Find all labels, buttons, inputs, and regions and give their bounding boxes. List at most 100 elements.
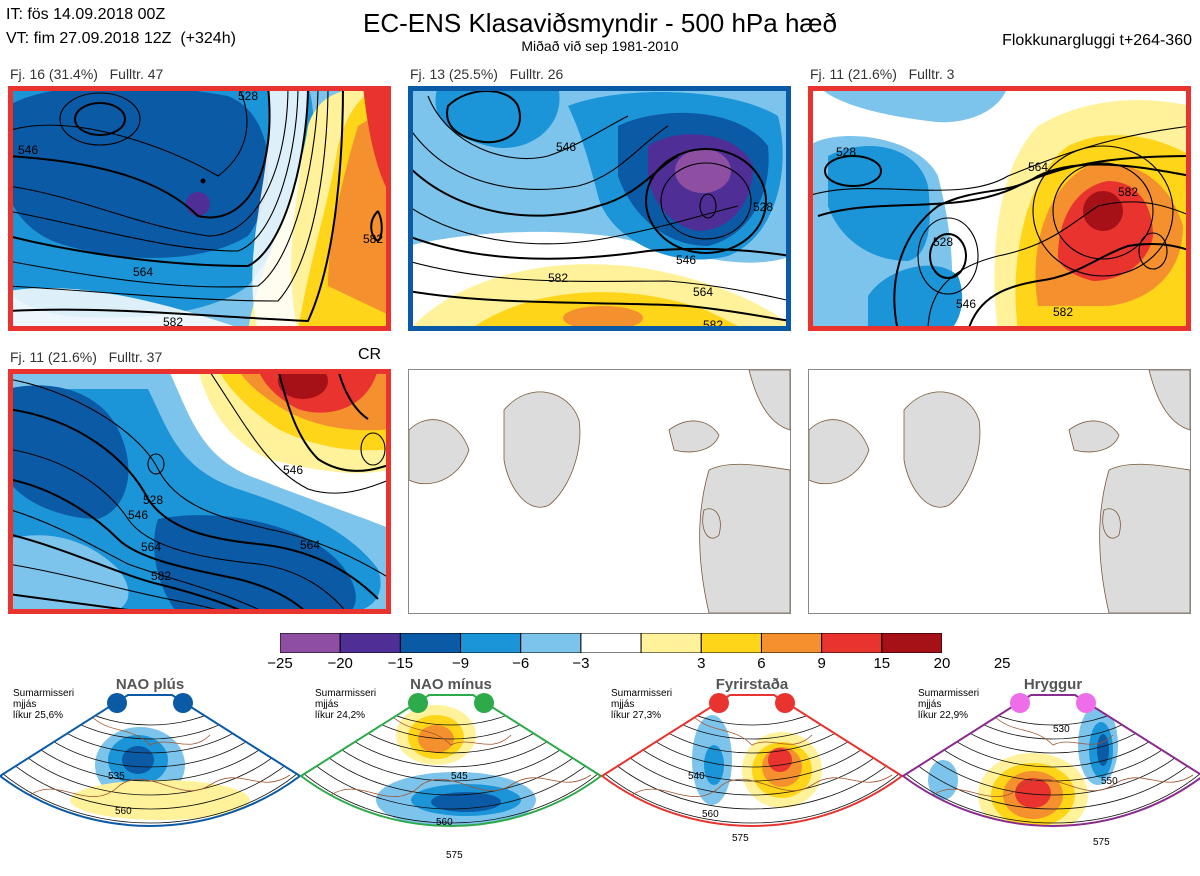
contour-label: 564: [1028, 160, 1048, 174]
colorbar-swatch: [339, 632, 401, 654]
regime-marker-dot: [1076, 693, 1096, 713]
contour-label: 530: [1053, 724, 1070, 735]
colorbar-tick-label: −9: [451, 655, 470, 672]
contour-label: 582: [163, 315, 183, 329]
cluster-map-1: 546 564 582 582 528: [8, 86, 391, 331]
cluster-map-2: 546 564 582 582 528 546: [408, 86, 791, 331]
colorbar-swatch: [700, 632, 762, 654]
regime-4-name: Hryggur: [1023, 676, 1083, 693]
contour-label: 528: [753, 200, 773, 214]
contour-label: 546: [128, 508, 148, 522]
colorbar-swatch: [760, 632, 823, 654]
regime-2-meta: Sumarmisseri mjjás líkur 24,2%: [315, 688, 377, 721]
regime-2-name: NAO mínus: [410, 676, 492, 693]
contour-label: 575: [1093, 837, 1110, 848]
colorbar-swatch: [279, 632, 341, 654]
empty-map-5: [408, 369, 791, 614]
height-contour: [312, 695, 590, 754]
anomaly-blob: [122, 746, 154, 774]
contour-label: 546: [18, 143, 38, 157]
height-contour: [903, 695, 1200, 824]
coastline: [631, 774, 893, 797]
colorbar-tick-label: −20: [327, 655, 353, 672]
regime-fan: 530 550 575: [901, 693, 1200, 848]
cluster-map-3: 528 546 564 582 582 528: [808, 86, 1191, 331]
contour-label: 546: [956, 297, 976, 311]
height-contour: [326, 695, 576, 740]
colorbar-tick-label: 15: [873, 655, 891, 672]
panel-2-label: Fj. 13 (25.5%) Fulltr. 26: [410, 66, 564, 82]
colorbar-swatch: [399, 632, 462, 654]
regime-fan: 545 560 575: [299, 693, 603, 861]
contour-label: 528: [933, 235, 953, 249]
colorbar-tick-label: −6: [512, 655, 530, 672]
regime-marker-dot: [107, 693, 127, 713]
contour-label: 575: [446, 850, 463, 861]
height-contour: [928, 695, 1178, 740]
contour-label: 546: [556, 140, 576, 154]
coastline: [29, 774, 291, 797]
contour-label: 564: [300, 538, 320, 552]
colorbar-tick-labels: −25 −20 −15 −9 −6 −3 3 6 9 15 20 25: [267, 655, 1010, 675]
regime-marker-dot: [775, 693, 795, 713]
contour-label: 560: [115, 806, 132, 817]
coastline: [390, 714, 512, 746]
contour-label: 575: [732, 833, 749, 844]
panel-3-label: Fj. 11 (21.6%) Fulltr. 3: [810, 66, 955, 82]
regime-frame: [600, 694, 904, 827]
height-contour: [25, 695, 275, 740]
valid-time: VT: fim 27.09.2018 12Z (+324h): [6, 30, 236, 47]
contour-label: 546: [283, 463, 303, 477]
control-run-tag: CR: [358, 346, 382, 363]
colorbar-tick-label: 3: [697, 655, 706, 672]
regime-marker-dot: [474, 693, 494, 713]
height-contour: [602, 695, 902, 796]
regime-marker-dot: [709, 693, 729, 713]
height-contour: [301, 695, 601, 768]
panel-1-label: Fj. 16 (31.4%) Fulltr. 47: [10, 66, 164, 82]
height-contour: [0, 695, 300, 810]
regime-frame: [299, 694, 603, 827]
height-contour: [602, 695, 902, 768]
height-contour: [602, 695, 902, 824]
panel-4-label: Fj. 11 (21.6%) Fulltr. 37: [10, 349, 163, 365]
colorbar-tick-label: 25: [993, 655, 1011, 672]
regime-marker-dot: [173, 693, 193, 713]
contour-label: 582: [1053, 305, 1073, 319]
contour-label: 582: [1118, 185, 1138, 199]
regime-1-meta: Sumarmisseri mjjás líkur 25,6%: [13, 688, 75, 721]
anomaly-blob: [70, 780, 250, 820]
colorbar: [279, 632, 943, 654]
height-contour: [627, 695, 877, 740]
height-contour: [301, 695, 601, 796]
coastline: [992, 714, 1114, 746]
contour-label: 582: [363, 232, 383, 246]
height-contour: [903, 695, 1200, 796]
regime-3-name: Fyrirstaða: [715, 676, 789, 693]
height-contour: [301, 695, 601, 824]
regime-4-meta: Sumarmisseri mjjás líkur 22,9%: [918, 688, 980, 721]
height-contour: [0, 695, 300, 796]
contour-label: 528: [238, 89, 258, 103]
regime-fan: 540 560 575: [600, 693, 904, 844]
height-contour: [903, 695, 1200, 810]
height-contour: [11, 695, 289, 754]
height-contour: [602, 695, 902, 810]
contour-label: 560: [702, 809, 719, 820]
cluster-map-4: 528 546 564 582 564 546: [8, 369, 391, 614]
anomaly-blob: [768, 748, 792, 772]
height-contour: [0, 695, 300, 824]
contour-label: 528: [836, 145, 856, 159]
contour-label: 550: [1101, 776, 1118, 787]
height-contour: [641, 695, 863, 726]
classification-window: Flokkunargluggi t+264-360: [1002, 32, 1192, 49]
coastline: [691, 714, 813, 746]
height-contour: [613, 695, 891, 754]
contour-label: 564: [141, 540, 161, 554]
colorbar-swatch: [640, 632, 702, 654]
contour-label: 564: [133, 265, 153, 279]
colorbar-tick-label: 20: [933, 655, 951, 672]
regime-frame: [901, 694, 1200, 827]
contour-label: 582: [151, 569, 171, 583]
empty-map-6: [808, 369, 1191, 614]
